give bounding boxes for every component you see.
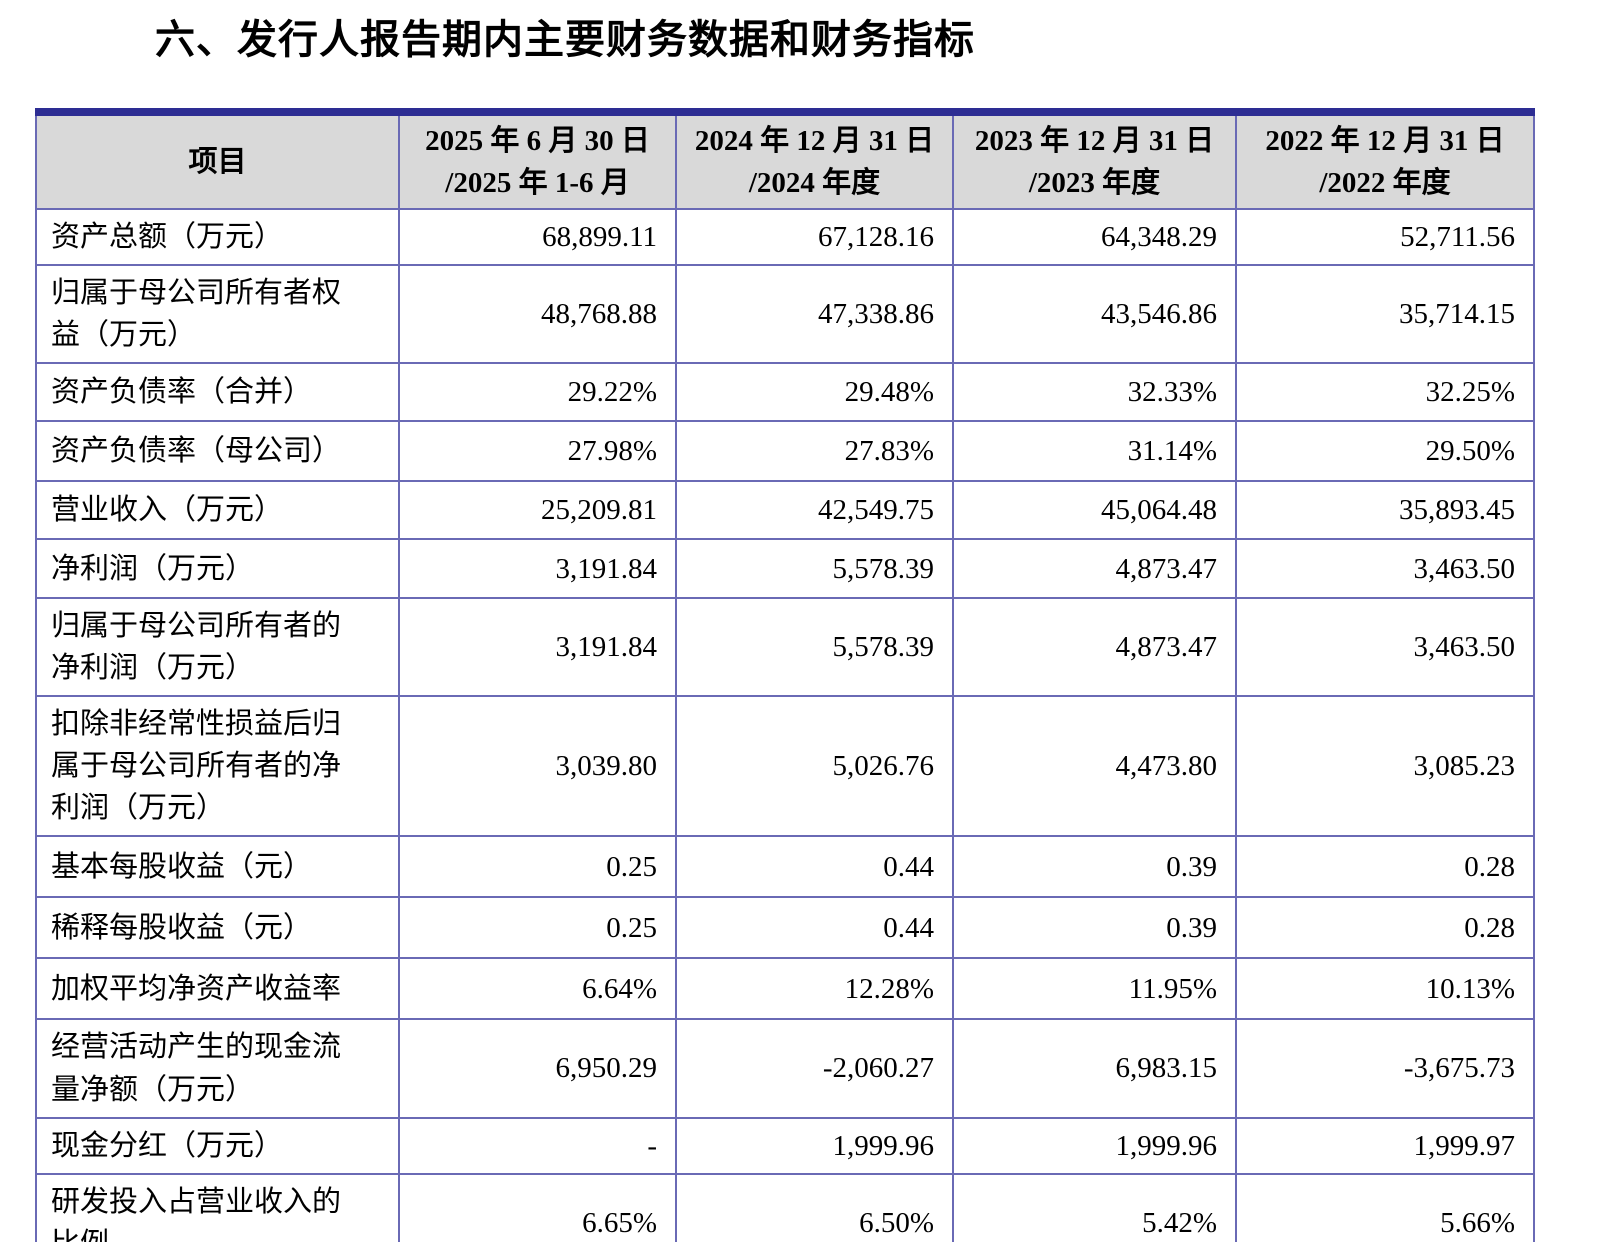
cell-value: 11.95%: [952, 957, 1237, 1021]
cell-value: 5,578.39: [675, 597, 954, 698]
cell-value: 4,873.47: [952, 597, 1237, 698]
cell-value: 3,191.84: [398, 538, 677, 600]
row-label: 归属于母公司所有者的 净利润（万元）: [35, 597, 400, 698]
cell-value: 48,768.88: [398, 264, 677, 365]
cell-value: -: [398, 1116, 677, 1175]
table-row: 资产负债率（合并） 29.22% 29.48% 32.33% 32.25%: [35, 362, 1535, 423]
row-label: 稀释每股收益（元）: [35, 896, 400, 960]
col-header-item: 项目: [35, 107, 400, 211]
table-row: 研发投入占营业收入的 比例 6.65% 6.50% 5.42% 5.66%: [35, 1172, 1535, 1242]
cell-value: 68,899.11: [398, 208, 677, 267]
table-row: 经营活动产生的现金流 量净额（万元） 6,950.29 -2,060.27 6,…: [35, 1018, 1535, 1119]
cell-value: 29.50%: [1235, 420, 1535, 483]
row-label: 营业收入（万元）: [35, 480, 400, 541]
cell-value: 12.28%: [675, 957, 954, 1021]
cell-value: 10.13%: [1235, 957, 1535, 1021]
cell-value: 29.22%: [398, 362, 677, 423]
cell-value: 5,026.76: [675, 695, 954, 838]
cell-value: 6,983.15: [952, 1018, 1237, 1119]
financial-table: 项目 2025 年 6 月 30 日 /2025 年 1-6 月 2024 年 …: [35, 107, 1535, 1242]
row-label: 净利润（万元）: [35, 538, 400, 600]
cell-value: 1,999.97: [1235, 1116, 1535, 1175]
table-row: 归属于母公司所有者权 益（万元） 48,768.88 47,338.86 43,…: [35, 264, 1535, 365]
cell-value: 0.25: [398, 835, 677, 899]
cell-value: 5,578.39: [675, 538, 954, 600]
table-header: 项目 2025 年 6 月 30 日 /2025 年 1-6 月 2024 年 …: [35, 107, 1535, 211]
cell-value: 47,338.86: [675, 264, 954, 365]
cell-value: 43,546.86: [952, 264, 1237, 365]
cell-value: 0.28: [1235, 835, 1535, 899]
cell-value: 3,085.23: [1235, 695, 1535, 838]
cell-value: 3,463.50: [1235, 597, 1535, 698]
table-row: 稀释每股收益（元） 0.25 0.44 0.39 0.28: [35, 896, 1535, 960]
col-header-2025: 2025 年 6 月 30 日 /2025 年 1-6 月: [398, 107, 677, 211]
section-title: 六、发行人报告期内主要财务数据和财务指标: [155, 18, 975, 62]
row-label: 研发投入占营业收入的 比例: [35, 1172, 400, 1242]
cell-value: 6.65%: [398, 1172, 677, 1242]
cell-value: 27.98%: [398, 420, 677, 483]
cell-value: 3,039.80: [398, 695, 677, 838]
cell-value: 4,873.47: [952, 538, 1237, 600]
cell-value: 32.25%: [1235, 362, 1535, 423]
cell-value: 67,128.16: [675, 208, 954, 267]
cell-value: 6.64%: [398, 957, 677, 1021]
row-label: 资产负债率（母公司）: [35, 420, 400, 483]
cell-value: 5.66%: [1235, 1172, 1535, 1242]
row-label: 资产负债率（合并）: [35, 362, 400, 423]
row-label: 资产总额（万元）: [35, 208, 400, 267]
row-label: 加权平均净资产收益率: [35, 957, 400, 1021]
header-row: 项目 2025 年 6 月 30 日 /2025 年 1-6 月 2024 年 …: [35, 107, 1535, 211]
cell-value: 4,473.80: [952, 695, 1237, 838]
cell-value: 32.33%: [952, 362, 1237, 423]
row-label: 现金分红（万元）: [35, 1116, 400, 1175]
table-row: 扣除非经常性损益后归 属于母公司所有者的净 利润（万元） 3,039.80 5,…: [35, 695, 1535, 838]
cell-value: 0.28: [1235, 896, 1535, 960]
row-label: 基本每股收益（元）: [35, 835, 400, 899]
cell-value: 1,999.96: [952, 1116, 1237, 1175]
cell-value: 6,950.29: [398, 1018, 677, 1119]
table-row: 资产总额（万元） 68,899.11 67,128.16 64,348.29 5…: [35, 208, 1535, 267]
cell-value: 25,209.81: [398, 480, 677, 541]
col-header-2023: 2023 年 12 月 31 日 /2023 年度: [952, 107, 1237, 211]
cell-value: 6.50%: [675, 1172, 954, 1242]
cell-value: 0.25: [398, 896, 677, 960]
table-row: 加权平均净资产收益率 6.64% 12.28% 11.95% 10.13%: [35, 957, 1535, 1021]
cell-value: 5.42%: [952, 1172, 1237, 1242]
cell-value: 35,714.15: [1235, 264, 1535, 365]
cell-value: 31.14%: [952, 420, 1237, 483]
cell-value: 3,191.84: [398, 597, 677, 698]
row-label: 扣除非经常性损益后归 属于母公司所有者的净 利润（万元）: [35, 695, 400, 838]
table-row: 资产负债率（母公司） 27.98% 27.83% 31.14% 29.50%: [35, 420, 1535, 483]
table-row: 营业收入（万元） 25,209.81 42,549.75 45,064.48 3…: [35, 480, 1535, 541]
cell-value: -2,060.27: [675, 1018, 954, 1119]
col-header-2022: 2022 年 12 月 31 日 /2022 年度: [1235, 107, 1535, 211]
row-label: 归属于母公司所有者权 益（万元）: [35, 264, 400, 365]
cell-value: 52,711.56: [1235, 208, 1535, 267]
table-row: 基本每股收益（元） 0.25 0.44 0.39 0.28: [35, 835, 1535, 899]
cell-value: 3,463.50: [1235, 538, 1535, 600]
cell-value: 0.39: [952, 835, 1237, 899]
cell-value: 27.83%: [675, 420, 954, 483]
cell-value: 0.39: [952, 896, 1237, 960]
table-row: 净利润（万元） 3,191.84 5,578.39 4,873.47 3,463…: [35, 538, 1535, 600]
cell-value: 45,064.48: [952, 480, 1237, 541]
cell-value: 29.48%: [675, 362, 954, 423]
cell-value: -3,675.73: [1235, 1018, 1535, 1119]
cell-value: 0.44: [675, 896, 954, 960]
cell-value: 35,893.45: [1235, 480, 1535, 541]
cell-value: 0.44: [675, 835, 954, 899]
cell-value: 64,348.29: [952, 208, 1237, 267]
cell-value: 1,999.96: [675, 1116, 954, 1175]
row-label: 经营活动产生的现金流 量净额（万元）: [35, 1018, 400, 1119]
cell-value: 42,549.75: [675, 480, 954, 541]
col-header-2024: 2024 年 12 月 31 日 /2024 年度: [675, 107, 954, 211]
table-row: 归属于母公司所有者的 净利润（万元） 3,191.84 5,578.39 4,8…: [35, 597, 1535, 698]
table-row: 现金分红（万元） - 1,999.96 1,999.96 1,999.97: [35, 1116, 1535, 1175]
